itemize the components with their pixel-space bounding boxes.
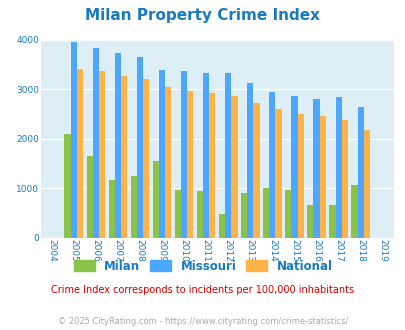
Bar	[341, 120, 347, 238]
Bar	[269, 92, 275, 238]
Bar	[121, 76, 127, 238]
Bar	[77, 69, 83, 238]
Bar	[196, 190, 202, 238]
Bar	[291, 96, 297, 238]
Bar	[64, 134, 70, 238]
Bar	[209, 93, 215, 238]
Text: Crime Index corresponds to incidents per 100,000 inhabitants: Crime Index corresponds to incidents per…	[51, 285, 354, 295]
Bar	[328, 205, 335, 238]
Bar	[351, 185, 357, 238]
Bar	[92, 48, 99, 238]
Bar	[275, 109, 281, 238]
Bar	[130, 176, 136, 238]
Bar	[241, 193, 247, 238]
Bar	[70, 42, 77, 238]
Bar	[284, 190, 291, 238]
Bar	[363, 130, 369, 238]
Bar	[158, 70, 165, 238]
Bar	[136, 57, 143, 238]
Bar	[313, 98, 319, 238]
Bar	[175, 189, 181, 238]
Bar	[307, 205, 313, 238]
Bar	[231, 96, 237, 238]
Bar	[262, 187, 269, 238]
Legend: Milan, Missouri, National: Milan, Missouri, National	[68, 255, 337, 278]
Bar	[218, 214, 225, 238]
Bar	[335, 97, 341, 238]
Text: © 2025 CityRating.com - https://www.cityrating.com/crime-statistics/: © 2025 CityRating.com - https://www.city…	[58, 317, 347, 326]
Bar	[253, 103, 259, 238]
Bar	[247, 83, 253, 238]
Bar	[187, 91, 193, 238]
Bar	[357, 107, 363, 238]
Bar	[297, 114, 303, 238]
Bar	[181, 71, 187, 238]
Bar	[143, 79, 149, 238]
Bar	[152, 161, 158, 238]
Text: Milan Property Crime Index: Milan Property Crime Index	[85, 8, 320, 23]
Bar	[99, 71, 105, 238]
Bar	[115, 53, 121, 238]
Bar	[202, 73, 209, 238]
Bar	[165, 87, 171, 238]
Bar	[86, 156, 92, 238]
Bar	[319, 116, 325, 238]
Bar	[225, 73, 231, 238]
Bar	[108, 180, 115, 238]
